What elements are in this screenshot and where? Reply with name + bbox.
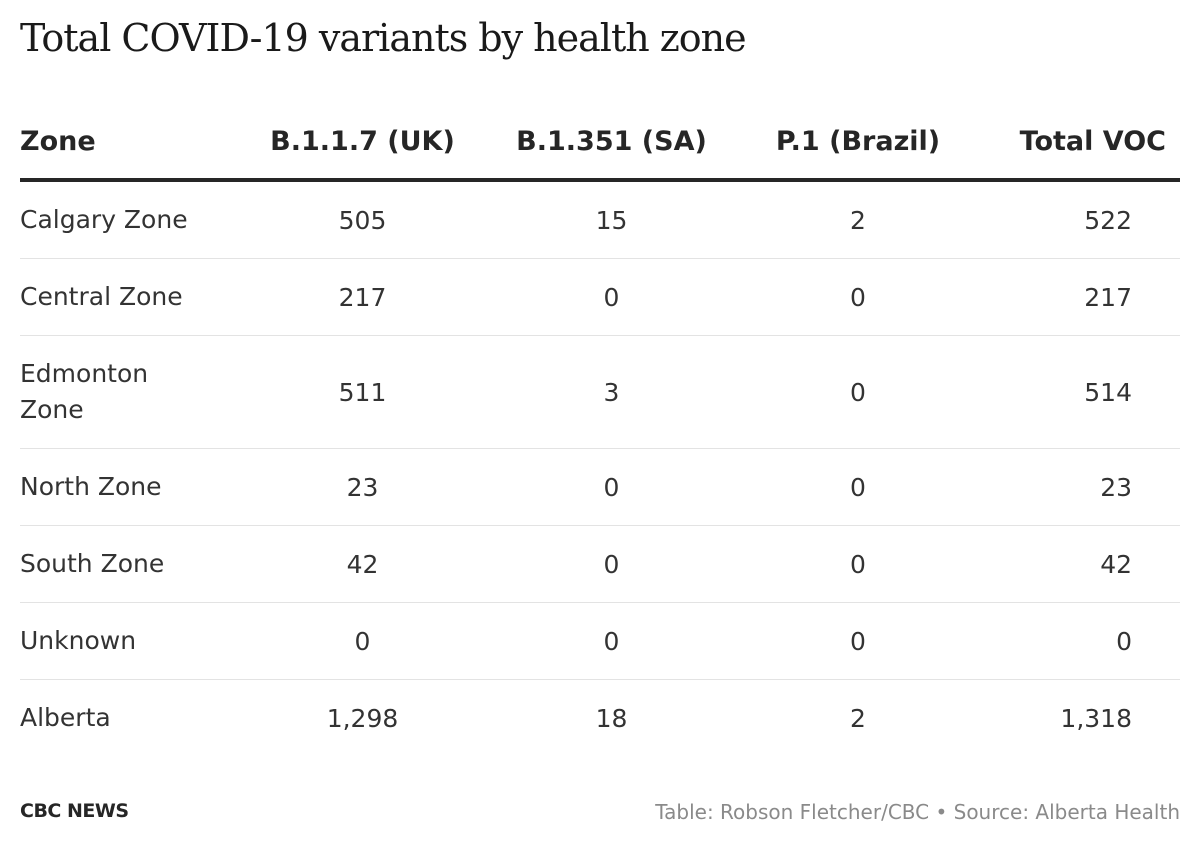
brazil-cell: 2 bbox=[850, 703, 866, 733]
table-row: North Zone 23 0 0 23 bbox=[20, 448, 1180, 526]
uk-cell: 505 bbox=[250, 180, 475, 259]
brazil-cell: 0 bbox=[748, 335, 968, 449]
uk-cell: 42 bbox=[250, 525, 475, 603]
brazil-cell: 0 bbox=[748, 525, 968, 603]
source-credit: Table: Robson Fletcher/CBC • Source: Alb… bbox=[655, 800, 1180, 824]
total-voc-cell: 522 bbox=[968, 180, 1180, 259]
zone-cell: Alberta bbox=[20, 703, 111, 732]
total-voc-cell: 217 bbox=[968, 258, 1180, 336]
total-voc-cell: 514 bbox=[968, 335, 1180, 449]
sa-cell: 0 bbox=[475, 525, 748, 603]
sa-cell: 15 bbox=[475, 180, 748, 259]
uk-cell: 1,298 bbox=[326, 703, 399, 733]
table-row: Central Zone 217 0 0 217 bbox=[20, 258, 1180, 336]
column-header-brazil: P.1 (Brazil) bbox=[748, 104, 968, 182]
zone-cell: Edmonton Zone bbox=[20, 335, 250, 449]
column-header-zone: Zone bbox=[20, 104, 250, 182]
brazil-cell: 0 bbox=[748, 602, 968, 680]
uk-cell: 0 bbox=[250, 602, 475, 680]
brazil-cell: 0 bbox=[748, 448, 968, 526]
table-row: Unknown 0 0 0 0 bbox=[20, 602, 1180, 680]
chart-title: Total COVID-19 variants by health zone bbox=[20, 16, 747, 60]
uk-cell: 217 bbox=[250, 258, 475, 336]
column-header-sa: B.1.351 (SA) bbox=[475, 104, 748, 182]
brand-logo: CBC NEWS bbox=[20, 800, 129, 822]
table-header-row: Zone B.1.1.7 (UK) B.1.351 (SA) P.1 (Braz… bbox=[20, 104, 1180, 182]
total-voc-cell: 1,318 bbox=[1060, 703, 1132, 733]
total-voc-cell: 0 bbox=[968, 602, 1180, 680]
brazil-cell: 2 bbox=[748, 180, 968, 259]
table-row: Edmonton Zone 511 3 0 514 bbox=[20, 335, 1180, 449]
table-row: Calgary Zone 505 15 2 522 bbox=[20, 180, 1180, 259]
brazil-cell: 0 bbox=[748, 258, 968, 336]
sa-cell: 0 bbox=[475, 448, 748, 526]
sa-cell: 18 bbox=[595, 703, 628, 733]
uk-cell: 23 bbox=[250, 448, 475, 526]
zone-cell: Calgary Zone bbox=[20, 180, 250, 259]
table-row: South Zone 42 0 0 42 bbox=[20, 525, 1180, 603]
column-header-uk: B.1.1.7 (UK) bbox=[250, 104, 475, 182]
zone-cell: North Zone bbox=[20, 448, 250, 526]
table-row: Alberta 1,298 18 2 1,318 bbox=[20, 680, 1180, 757]
sa-cell: 0 bbox=[475, 602, 748, 680]
uk-cell: 511 bbox=[250, 335, 475, 449]
variants-table: Zone B.1.1.7 (UK) B.1.351 (SA) P.1 (Braz… bbox=[20, 104, 1180, 756]
zone-cell-text: Edmonton Zone bbox=[20, 359, 149, 424]
sa-cell: 0 bbox=[475, 258, 748, 336]
sa-cell: 3 bbox=[475, 335, 748, 449]
total-voc-cell: 23 bbox=[968, 448, 1180, 526]
total-voc-cell: 42 bbox=[968, 525, 1180, 603]
column-header-total-voc: Total VOC bbox=[968, 104, 1180, 182]
zone-cell: Central Zone bbox=[20, 258, 250, 336]
zone-cell: Unknown bbox=[20, 602, 250, 680]
zone-cell: South Zone bbox=[20, 525, 250, 603]
